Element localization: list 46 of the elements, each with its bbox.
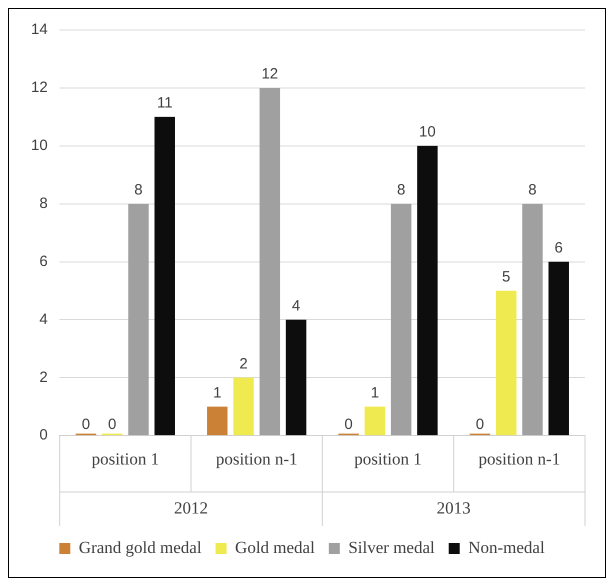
bar <box>207 406 228 436</box>
text: 2013 <box>436 498 471 518</box>
y-tick-label: 0 <box>39 426 48 444</box>
y-tick-label: 4 <box>39 310 48 328</box>
bar <box>364 406 386 436</box>
data-label: 4 <box>292 297 300 314</box>
legend-label: Non-medal <box>468 538 545 557</box>
x-tick-label: position n-1 <box>478 449 560 468</box>
y-tick-label: 2 <box>39 368 48 386</box>
bar <box>390 204 412 436</box>
data-label: 8 <box>396 181 406 198</box>
data-label: 0 <box>344 416 353 434</box>
data-label: 1 <box>213 384 222 402</box>
data-label: 0 <box>108 416 116 434</box>
bar <box>496 290 516 436</box>
data-label: 6 <box>554 239 563 256</box>
data-label: 10 <box>419 124 436 141</box>
bar <box>548 262 569 436</box>
data-label: 8 <box>134 181 143 198</box>
y-tick-label: 10 <box>30 137 48 154</box>
x-tick-label: position 1 <box>92 449 160 468</box>
data-label: 12 <box>261 66 278 83</box>
data-label: 0 <box>82 416 90 434</box>
bar <box>128 204 149 436</box>
data-label: 0 <box>476 416 484 434</box>
legend-label: Silver medal <box>348 538 435 557</box>
text: 2012 <box>174 498 208 518</box>
x-tick-label: position 1 <box>354 449 422 468</box>
bar <box>522 204 543 436</box>
data-label: 5 <box>502 268 510 286</box>
data-label: 1 <box>370 384 380 402</box>
data-label: 11 <box>156 94 173 112</box>
bar <box>233 378 254 436</box>
bar <box>417 146 438 436</box>
data-label: 8 <box>528 181 537 198</box>
legend-label: Grand gold medal <box>78 538 202 557</box>
data-label: 2 <box>239 355 248 372</box>
bar <box>260 88 280 436</box>
y-tick-label: 12 <box>30 79 48 96</box>
bar <box>286 320 306 436</box>
x-tick-label: position n-1 <box>216 449 298 468</box>
y-tick-label: 6 <box>39 252 48 270</box>
y-tick-label: 8 <box>39 194 48 212</box>
bar <box>154 116 175 436</box>
legend-label: Gold medal <box>235 538 316 557</box>
y-tick-label: 14 <box>30 21 48 38</box>
